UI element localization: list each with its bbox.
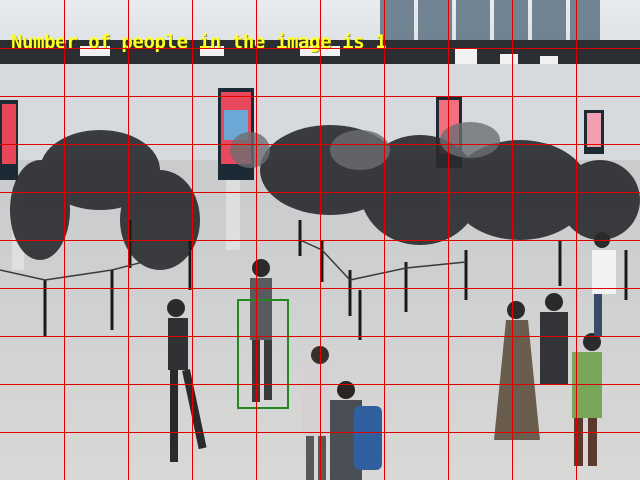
people-count-text: Number of people in the image is 1 bbox=[11, 31, 387, 53]
person-detection-box bbox=[237, 299, 289, 409]
